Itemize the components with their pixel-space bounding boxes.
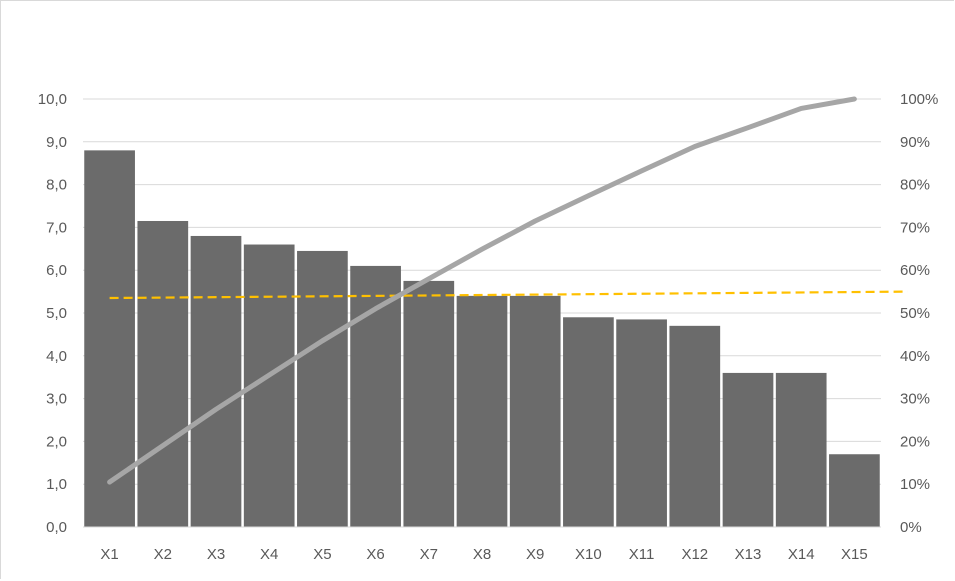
right-axis-tick-label: 20% — [900, 433, 930, 450]
bar — [775, 372, 827, 527]
left-axis-tick-label: 7,0 — [46, 219, 67, 236]
left-axis-tick-label: 3,0 — [46, 391, 67, 408]
left-axis-tick-label: 10,0 — [38, 91, 67, 108]
right-axis-tick-label: 10% — [900, 476, 930, 493]
bar — [403, 280, 455, 527]
left-axis-tick-label: 5,0 — [46, 305, 67, 322]
bar-series — [84, 150, 880, 528]
x-axis-tick-label: X2 — [154, 546, 172, 563]
x-axis-tick-label: X6 — [366, 546, 384, 563]
x-axis-tick-label: X9 — [526, 546, 544, 563]
left-axis-tick-label: 0,0 — [46, 519, 67, 536]
right-axis-tick-label: 60% — [900, 262, 930, 279]
x-axis-tick-label: X4 — [260, 546, 278, 563]
bar — [509, 295, 561, 527]
right-axis-tick-label: 50% — [900, 305, 930, 322]
bar — [563, 317, 614, 527]
x-axis-tick-label: X11 — [629, 546, 655, 563]
x-axis-tick-label: X12 — [681, 546, 708, 563]
bar — [137, 220, 189, 528]
bar — [456, 295, 508, 527]
threshold-series — [109, 290, 908, 300]
x-axis-tick-label: X3 — [207, 546, 225, 563]
bar — [829, 454, 880, 527]
x-axis-tick-label: X14 — [788, 546, 815, 563]
cumulative-series — [107, 96, 857, 485]
bar — [84, 150, 135, 528]
tick-labels: 0,0 1,0 2,0 3,0 4,0 5,0 6,0 7,0 8,0 9,0 10,0 0% 10% 2… — [38, 91, 939, 563]
x-axis-tick-label: X1 — [100, 546, 118, 563]
right-axis-tick-label: 40% — [900, 348, 930, 365]
right-axis-tick-label: 100% — [900, 91, 938, 108]
x-axis-tick-label: X15 — [841, 546, 868, 563]
x-axis-tick-label: X7 — [420, 546, 438, 563]
right-axis-tick-label: 70% — [900, 219, 930, 236]
left-axis-tick-label: 6,0 — [46, 262, 67, 279]
bar — [616, 319, 667, 527]
x-axis-tick-label: X10 — [575, 546, 602, 563]
left-axis-tick-label: 1,0 — [46, 476, 67, 493]
x-axis-tick-label: X5 — [313, 546, 331, 563]
bar — [350, 265, 401, 527]
left-axis-tick-label: 2,0 — [46, 433, 67, 450]
left-axis-tick-label: 9,0 — [46, 134, 67, 151]
right-axis-tick-label: 0% — [900, 519, 922, 536]
left-axis-tick-label: 8,0 — [46, 177, 67, 194]
right-axis-tick-label: 30% — [900, 391, 930, 408]
threshold-line — [109, 290, 908, 300]
left-axis-tick-label: 4,0 — [46, 348, 67, 365]
cumulative-line — [107, 96, 857, 485]
right-axis-tick-label: 90% — [900, 134, 930, 151]
x-axis-tick-label: X8 — [473, 546, 491, 563]
bar — [722, 372, 774, 527]
bar — [190, 235, 242, 527]
bar — [297, 250, 348, 527]
x-axis-tick-label: X13 — [735, 546, 762, 563]
right-axis-tick-label: 80% — [900, 177, 930, 194]
bar — [669, 325, 721, 527]
